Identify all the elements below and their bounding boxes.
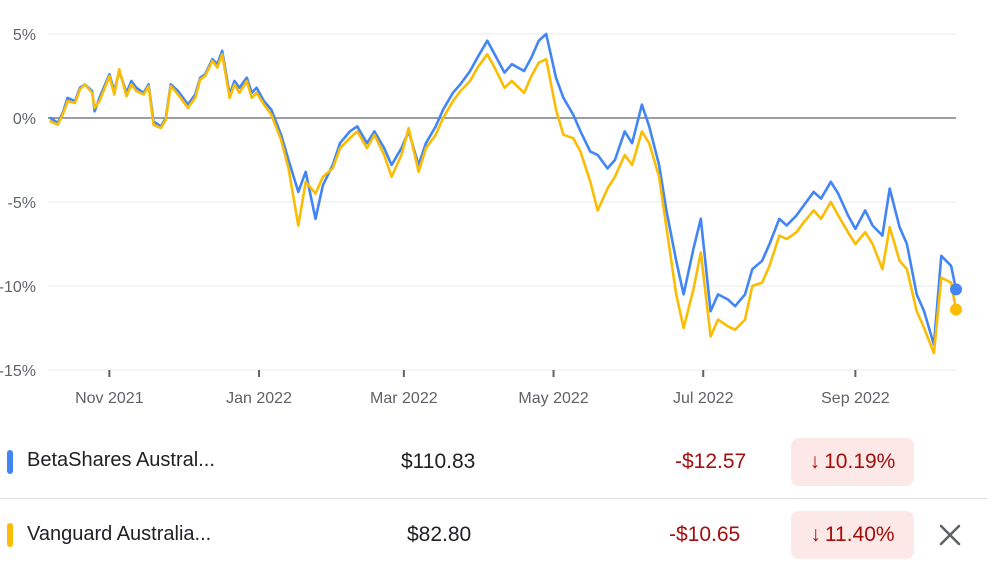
series-price: $82.80 bbox=[407, 523, 472, 546]
series-line-1 bbox=[49, 32, 958, 347]
grid-lines bbox=[48, 33, 956, 371]
percent-change-badge: ↓ 11.40% bbox=[791, 511, 914, 559]
percent-change-badge: ↓ 10.19% bbox=[791, 438, 914, 486]
y-tick-label: -15% bbox=[0, 363, 36, 380]
series-end-markers bbox=[950, 283, 962, 316]
arrow-down-icon: ↓ bbox=[809, 450, 821, 473]
x-tick-label: Jul 2022 bbox=[673, 390, 734, 407]
x-tick-label: Jan 2022 bbox=[226, 390, 292, 407]
series-end-dot-1 bbox=[950, 283, 962, 296]
y-axis-labels: 5% 0% -5% -10% -15% bbox=[0, 27, 36, 380]
x-tick-label: Sep 2022 bbox=[821, 390, 890, 407]
y-tick-label: -5% bbox=[8, 195, 36, 212]
y-tick-label: 5% bbox=[13, 27, 36, 44]
series-lines bbox=[49, 32, 958, 355]
legend-divider bbox=[0, 498, 987, 499]
legend-row-betashares[interactable]: BetaShares Austral... $110.83 -$12.57 ↓ … bbox=[0, 429, 997, 495]
series-color-swatch bbox=[7, 523, 13, 547]
series-name: BetaShares Austral... bbox=[27, 449, 215, 471]
x-tick-label: Mar 2022 bbox=[370, 390, 438, 407]
percent-change-value: 10.19% bbox=[824, 450, 896, 473]
arrow-down-icon: ↓ bbox=[810, 523, 821, 546]
comparison-line-chart: 5% 0% -5% -10% -15% Nov 2021 Jan 2022 Mar 2022… bbox=[0, 27, 962, 407]
series-line-2 bbox=[49, 52, 958, 355]
x-tick-label: Nov 2021 bbox=[75, 390, 144, 407]
series-price: $110.83 bbox=[401, 450, 476, 473]
series-color-swatch bbox=[7, 450, 13, 474]
close-icon[interactable] bbox=[935, 520, 965, 550]
y-tick-label: -10% bbox=[0, 279, 36, 296]
x-axis: Nov 2021 Jan 2022 Mar 2022 May 2022 Jul 2022… bbox=[75, 370, 890, 407]
x-tick-label: May 2022 bbox=[518, 390, 588, 407]
y-tick-label: 0% bbox=[13, 111, 36, 128]
series-name: Vanguard Australia... bbox=[27, 523, 212, 545]
series-end-dot-2 bbox=[950, 303, 962, 316]
legend-row-vanguard[interactable]: Vanguard Australia... $82.80 -$10.65 ↓ 1… bbox=[0, 502, 997, 568]
series-change: -$12.57 bbox=[675, 450, 747, 473]
series-change: -$10.65 bbox=[669, 523, 741, 546]
percent-change-value: 11.40% bbox=[824, 523, 895, 546]
